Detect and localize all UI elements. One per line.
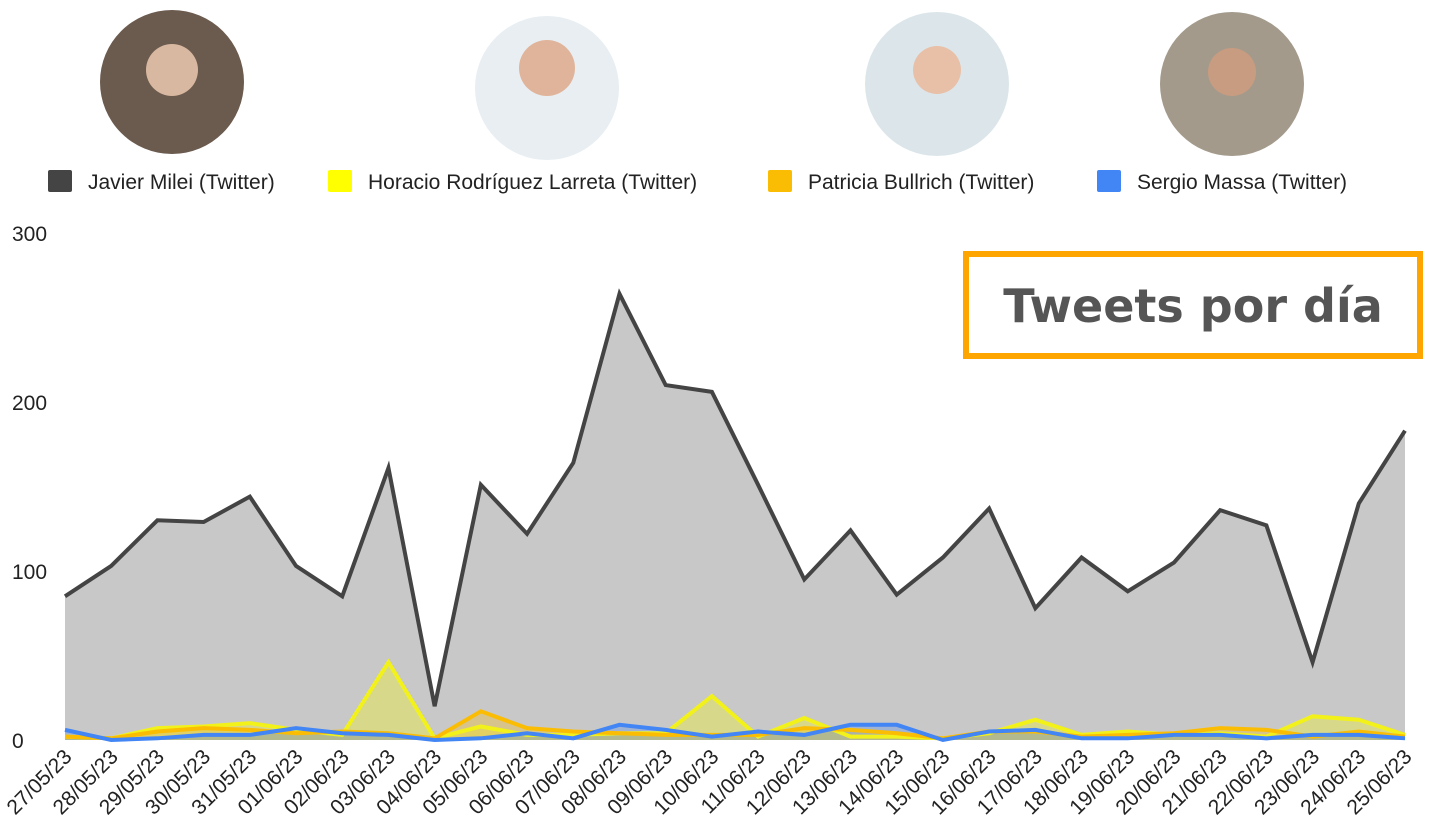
- series-line: [64, 722, 1406, 743]
- title-box: [963, 251, 1423, 359]
- series-line: [63, 288, 1407, 707]
- y-tick-label: 0: [12, 730, 24, 753]
- legend-label: Horacio Rodríguez Larreta (Twitter): [368, 171, 697, 194]
- legend-label: Sergio Massa (Twitter): [1137, 171, 1347, 194]
- photos: [100, 10, 1304, 160]
- legend-label: Javier Milei (Twitter): [88, 171, 275, 194]
- photo-face: [146, 44, 198, 96]
- area-fill: [65, 293, 1405, 740]
- photo-face: [1208, 48, 1256, 96]
- legend-label: Patricia Bullrich (Twitter): [808, 171, 1034, 194]
- chart-title: Tweets por día: [1003, 279, 1383, 333]
- photo-face: [519, 40, 575, 96]
- y-tick-label: 200: [12, 392, 47, 415]
- legend-swatch: [768, 170, 792, 192]
- legend-swatch: [1097, 170, 1121, 192]
- y-tick-label: 100: [12, 561, 47, 584]
- legend-swatch: [328, 170, 352, 192]
- y-tick-label: 300: [12, 223, 47, 246]
- legend-swatch: [48, 170, 72, 192]
- photo-face: [913, 46, 961, 94]
